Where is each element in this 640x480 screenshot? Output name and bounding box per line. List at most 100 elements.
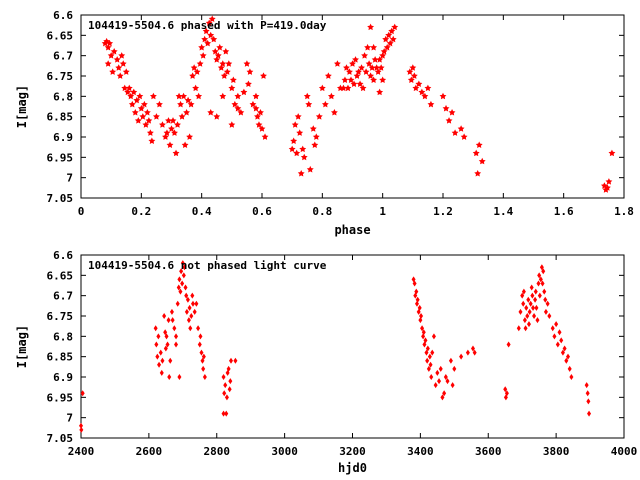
data-point (419, 313, 424, 319)
data-point (207, 109, 215, 116)
data-point (421, 333, 426, 340)
x-tick-label: 3200 (339, 445, 366, 458)
data-point (104, 60, 112, 67)
data-point (168, 125, 175, 132)
data-point (430, 349, 435, 356)
data-point (504, 390, 509, 397)
data-point (305, 100, 313, 108)
y-tick-label: 6.75 (47, 70, 74, 83)
data-point (347, 76, 355, 83)
data-point (149, 92, 157, 100)
data-point (554, 321, 559, 328)
data-point (470, 345, 475, 352)
data-point (431, 333, 436, 340)
y-tick-label: 6.8 (53, 90, 73, 103)
y-tick-label: 6.85 (47, 351, 74, 364)
data-point (371, 56, 379, 63)
data-point (587, 410, 592, 417)
data-point (526, 296, 531, 303)
data-point (198, 333, 203, 340)
data-point (421, 92, 429, 100)
data-point (293, 149, 301, 157)
data-point (547, 313, 552, 319)
data-point (382, 35, 390, 43)
data-point (526, 321, 531, 328)
data-point (520, 292, 525, 299)
data-point (109, 68, 117, 75)
data-point (379, 52, 387, 59)
data-point (567, 365, 572, 372)
data-point (258, 125, 266, 132)
data-point (243, 60, 251, 67)
data-point (237, 109, 245, 116)
data-point (252, 104, 260, 112)
data-point (210, 35, 218, 43)
data-point (296, 129, 304, 136)
data-point (159, 121, 166, 128)
data-point (175, 300, 180, 307)
x-tick-label: 3800 (543, 445, 570, 458)
data-point (228, 84, 236, 92)
x-tick-label: 1.4 (493, 205, 513, 218)
data-point (119, 60, 127, 67)
data-point (365, 60, 373, 67)
data-point (157, 361, 162, 368)
data-point (362, 68, 370, 75)
data-point (412, 84, 420, 92)
data-point (425, 345, 430, 352)
data-point (424, 349, 429, 356)
data-point (418, 88, 426, 96)
data-point (559, 337, 564, 344)
y-tick-label: 6.85 (47, 111, 74, 124)
data-point (186, 133, 194, 140)
y-tick-label: 7 (66, 172, 73, 185)
data-point (178, 288, 183, 295)
data-point (261, 133, 269, 140)
data-point (550, 325, 555, 332)
data-point (537, 272, 542, 279)
data-point (343, 64, 350, 71)
data-point (222, 48, 230, 55)
data-point (179, 268, 184, 275)
data-point (472, 349, 477, 356)
data-point (234, 92, 242, 100)
data-point (163, 345, 168, 352)
data-point (552, 333, 557, 340)
data-point (229, 357, 234, 364)
data-point (255, 121, 263, 128)
data-points (101, 15, 616, 193)
data-point (370, 76, 378, 83)
data-point (136, 92, 144, 100)
data-point (315, 113, 323, 120)
data-point (386, 39, 394, 47)
data-point (427, 353, 432, 360)
data-point (428, 361, 433, 368)
data-point (177, 276, 182, 283)
data-point (115, 64, 123, 71)
data-point (442, 104, 450, 112)
x-tick-label: 0 (78, 205, 85, 218)
data-point (452, 365, 457, 372)
y-tick-label: 6.9 (53, 371, 73, 384)
data-point (162, 313, 167, 319)
data-point (376, 88, 384, 96)
data-point (288, 145, 296, 153)
data-point (474, 170, 482, 177)
data-point (134, 117, 142, 124)
data-point (527, 308, 532, 315)
data-point (538, 276, 543, 283)
data-point (148, 137, 156, 144)
data-point (128, 100, 136, 108)
data-point (409, 64, 417, 71)
data-point (220, 72, 228, 79)
data-point (107, 52, 115, 59)
data-point (437, 378, 442, 385)
data-point (213, 56, 221, 63)
x-tick-label: 3400 (407, 445, 434, 458)
data-point (290, 137, 298, 144)
data-point (140, 100, 148, 108)
data-point (603, 184, 611, 191)
data-point (177, 374, 182, 380)
chart-title: 104419-5504.6 not phased light curve (88, 259, 327, 272)
